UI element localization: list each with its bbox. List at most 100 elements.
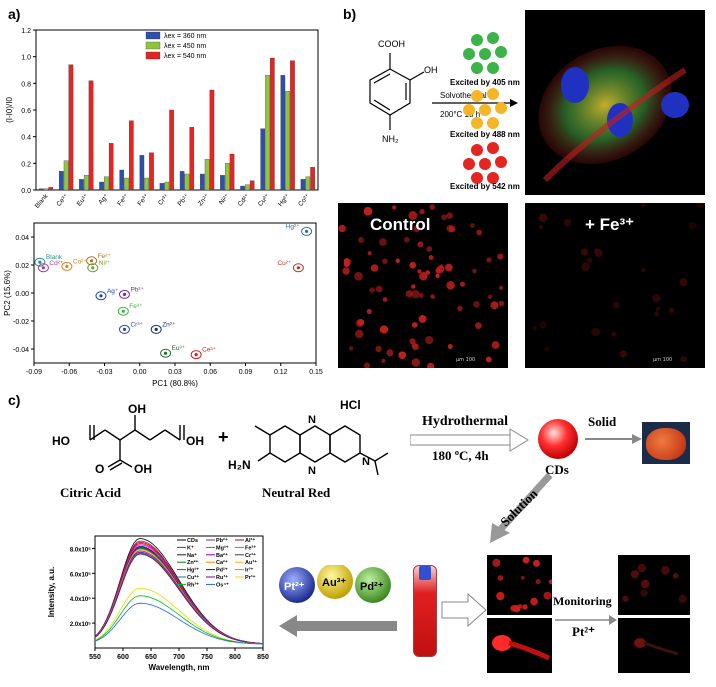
bar-category-label: Fe²⁺	[116, 192, 130, 207]
cell-dot	[425, 335, 434, 345]
bar	[229, 153, 235, 191]
cell-dot	[520, 575, 525, 580]
cell-dot	[696, 203, 705, 209]
cell-dot	[492, 558, 501, 567]
reaction-arrowhead	[510, 99, 518, 107]
spectrum-legend-label: Ru³⁺	[216, 574, 228, 581]
spectrum-xtick-label: 600	[117, 654, 129, 661]
legend-swatch	[145, 41, 161, 50]
cell-dot	[538, 224, 544, 230]
spectrum-legend-label: Na⁺	[187, 552, 197, 559]
spectrum-xtick-label: 550	[89, 654, 101, 661]
scatter-ytick-label: 0.00	[15, 291, 29, 298]
bar-ytick-label: 0.6	[21, 108, 31, 115]
benzene-ring	[369, 53, 425, 130]
bar	[209, 89, 215, 191]
scatter-xtick-label: 0.06	[203, 369, 217, 376]
excite-405-label: Excited by 405 nm	[450, 78, 520, 87]
solvothermal-label: Solvothermal	[440, 91, 487, 100]
scatter-point-label: Zn²⁺	[162, 321, 176, 328]
cell-dot	[357, 236, 365, 244]
cell-dot	[386, 349, 394, 357]
bar-category-label: Ni²⁺	[218, 192, 231, 206]
metal-ion-spheres: Pt²⁺ Au³⁺ Pd²⁺	[279, 565, 397, 637]
cell-dot	[419, 293, 424, 298]
scatter-ytick-label: -0.04	[13, 347, 29, 354]
scatter-xtick-label: 0.00	[133, 369, 147, 376]
scatter-cluster-ellipse	[34, 257, 46, 267]
cell-dot	[370, 264, 379, 272]
cell-dot	[357, 318, 365, 326]
scatter-xtick-label: 0.03	[168, 369, 182, 376]
scatter-point-label: Eu³⁺	[172, 345, 186, 352]
cell-dot	[409, 261, 417, 269]
spectrum-legend-label: Pr³⁺	[245, 574, 256, 581]
spectrum-legend-label: Cu²⁺	[187, 574, 199, 581]
cooh-label: COOH	[378, 39, 405, 49]
scatter-cluster-ellipse	[292, 263, 304, 273]
excite-488-label: Excited by 488 nm	[450, 130, 520, 139]
cell-dot	[660, 565, 670, 575]
cell-dot	[418, 314, 427, 323]
scatter-ytick-label: 0.02	[15, 263, 29, 270]
nr-n-right-label: N	[362, 456, 370, 468]
cell-dot	[539, 321, 547, 329]
cell-dot	[654, 311, 660, 317]
bar-category-label: Pb²⁺	[177, 192, 191, 207]
bar-ytick-label: 1.2	[21, 28, 31, 35]
cell-dot	[411, 358, 421, 367]
bar	[159, 183, 165, 191]
fe-label: + Fe³⁺	[585, 215, 635, 234]
cell-dot	[469, 223, 475, 228]
spectrum-xtick-label: 850	[257, 654, 269, 661]
bar	[169, 109, 174, 191]
bar	[200, 173, 205, 191]
solid-powder-photo	[642, 422, 690, 464]
pt-monitor-label: Pt²⁺	[572, 624, 596, 639]
citric-neutralred-scheme: HO OH OH OH O + N N N H₂N HCl	[52, 398, 389, 477]
cell-dot	[622, 595, 629, 603]
bar	[189, 127, 195, 191]
spectrum-legend-label: Au³⁺	[245, 559, 257, 566]
cell-dot	[446, 281, 455, 290]
scatter-ytick-label: 0.04	[15, 235, 29, 242]
bar	[265, 75, 270, 191]
cell-dot	[680, 355, 687, 363]
bar-ytick-label: 0.0	[21, 188, 31, 195]
cell-dot	[342, 267, 350, 275]
nh2-label: NH₂	[382, 134, 399, 144]
scatter-point	[121, 309, 125, 313]
cell-dot	[417, 269, 422, 274]
cell-dot	[490, 301, 499, 310]
cd-dot-clusters	[463, 32, 507, 184]
scatter-point	[99, 294, 103, 298]
cell-dot	[427, 362, 435, 368]
scatter-cluster-ellipse	[118, 289, 130, 299]
pd-ion-label: Pd²⁺	[360, 581, 384, 593]
cell-dot	[435, 273, 440, 279]
spectrum-series-line	[94, 540, 264, 644]
spectrum-xtick-label: 750	[201, 654, 213, 661]
cell-dot	[375, 285, 383, 293]
scatter-point-label: Fe³⁺	[129, 303, 143, 310]
cell-dot	[641, 267, 646, 273]
scatter-point-label: Co²⁺	[73, 258, 87, 265]
spectrum-legend-label: Ba²⁺	[216, 552, 228, 559]
bar-category-label: Zn²⁺	[197, 192, 211, 207]
bar	[305, 176, 311, 191]
cell-dot	[513, 605, 521, 613]
cell-dot	[640, 589, 648, 597]
fe-scalebar: μm 100	[653, 357, 673, 363]
scatter-point	[89, 259, 94, 263]
spectrum-series-line	[94, 552, 264, 644]
spectrum-series-line	[94, 546, 264, 644]
citric-oh-top-label: OH	[128, 402, 146, 416]
legend-label: λex = 450 nm	[164, 43, 206, 50]
cell-dot	[392, 205, 397, 210]
spectrum-series-line	[94, 541, 264, 644]
spectrum-ytick-label: 4.0x10⁵	[70, 597, 91, 603]
cell-dot	[364, 206, 369, 212]
bar	[270, 57, 275, 191]
bar-category-label: Ce³⁺	[55, 192, 70, 208]
plus-sign: +	[218, 427, 229, 447]
